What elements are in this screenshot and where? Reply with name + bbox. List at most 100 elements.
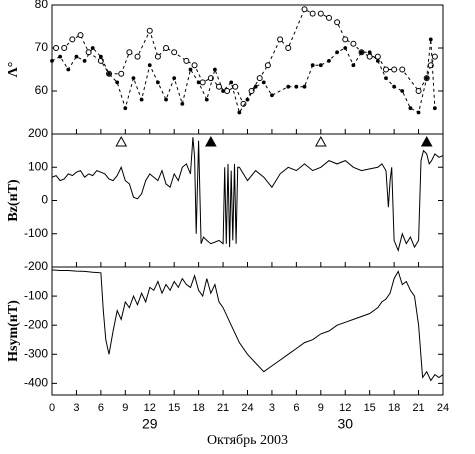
x-tick-label: 21: [217, 402, 229, 414]
day-label: 30: [337, 416, 353, 432]
point: [196, 80, 201, 85]
x-tick-label: 18: [388, 402, 400, 414]
point: [180, 102, 185, 106]
point: [66, 67, 71, 72]
point: [325, 14, 332, 21]
x-tick-label: 9: [318, 402, 324, 414]
event-marker: [204, 135, 217, 147]
x-tick-label: 24: [437, 402, 449, 414]
x-axis-label: Октябрь 2003: [207, 433, 288, 448]
point: [399, 66, 406, 73]
point: [286, 84, 291, 89]
point: [343, 46, 348, 50]
y-tick-label: -100: [24, 226, 48, 240]
point: [74, 54, 79, 59]
point: [115, 80, 120, 85]
x-tick-label: 15: [364, 402, 376, 414]
point: [256, 75, 263, 82]
event-marker: [420, 135, 433, 147]
point: [277, 36, 284, 43]
point: [221, 89, 225, 93]
point: [264, 62, 271, 69]
point: [53, 45, 60, 51]
event-marker: [314, 135, 327, 147]
series-line: [51, 137, 444, 253]
point: [309, 10, 316, 17]
panel-frame: [51, 133, 444, 268]
series-line: [51, 39, 436, 114]
point: [294, 84, 299, 89]
x-tick-label: 12: [144, 402, 156, 414]
x-tick-label: 3: [269, 402, 275, 414]
point: [199, 79, 206, 86]
point: [351, 63, 356, 68]
point: [82, 59, 87, 63]
point: [285, 45, 292, 51]
point: [118, 70, 125, 77]
point: [424, 76, 429, 80]
point: [50, 59, 54, 63]
x-tick-label: 15: [168, 402, 180, 414]
point: [302, 84, 307, 89]
x-tick-label: 21: [412, 402, 424, 414]
point: [350, 40, 357, 47]
day-label: 29: [142, 416, 158, 432]
point: [334, 19, 341, 26]
point: [327, 59, 331, 63]
point: [248, 88, 255, 94]
point: [367, 50, 372, 55]
point: [229, 80, 234, 85]
point: [146, 27, 153, 34]
point: [375, 59, 380, 63]
point: [155, 80, 160, 85]
y-tick-label: 100: [28, 159, 48, 173]
point: [237, 110, 242, 115]
point: [154, 53, 161, 60]
series-line: [51, 269, 444, 382]
point: [335, 50, 340, 55]
point: [164, 97, 168, 102]
point: [415, 88, 422, 94]
point: [147, 63, 152, 68]
point: [107, 71, 111, 76]
y-tick-label: 70: [35, 40, 49, 54]
point: [232, 83, 239, 90]
point: [183, 57, 190, 64]
y-tick-label: -100: [24, 288, 48, 302]
x-tick-label: 12: [339, 402, 351, 414]
point: [359, 50, 364, 55]
y-tick-label: -200: [24, 317, 48, 331]
point: [366, 53, 373, 60]
point: [416, 110, 421, 115]
x-tick-label: 3: [73, 402, 79, 414]
point: [163, 45, 170, 51]
point: [134, 53, 141, 60]
point: [400, 89, 405, 93]
point: [69, 36, 76, 43]
point: [432, 106, 437, 111]
point: [428, 37, 433, 42]
event-marker: [115, 135, 128, 147]
point: [384, 76, 388, 80]
point: [204, 97, 209, 102]
point: [123, 106, 128, 111]
y-tick-label: -200: [24, 259, 48, 273]
y-axis-label: Λ°: [6, 62, 21, 78]
point: [213, 67, 217, 72]
y-tick-label: -300: [24, 346, 48, 360]
point: [253, 84, 258, 89]
point: [131, 76, 136, 80]
x-tick-label: 9: [122, 402, 128, 414]
y-axis-label: Bz(нТ): [6, 179, 21, 222]
point: [342, 36, 349, 43]
point: [98, 54, 103, 59]
series-line: [56, 8, 436, 105]
point: [392, 84, 397, 89]
x-tick-label: 6: [98, 402, 104, 414]
x-tick-label: 6: [293, 402, 299, 414]
point: [382, 66, 389, 73]
point: [317, 10, 324, 17]
point: [172, 76, 177, 80]
point: [310, 63, 315, 68]
